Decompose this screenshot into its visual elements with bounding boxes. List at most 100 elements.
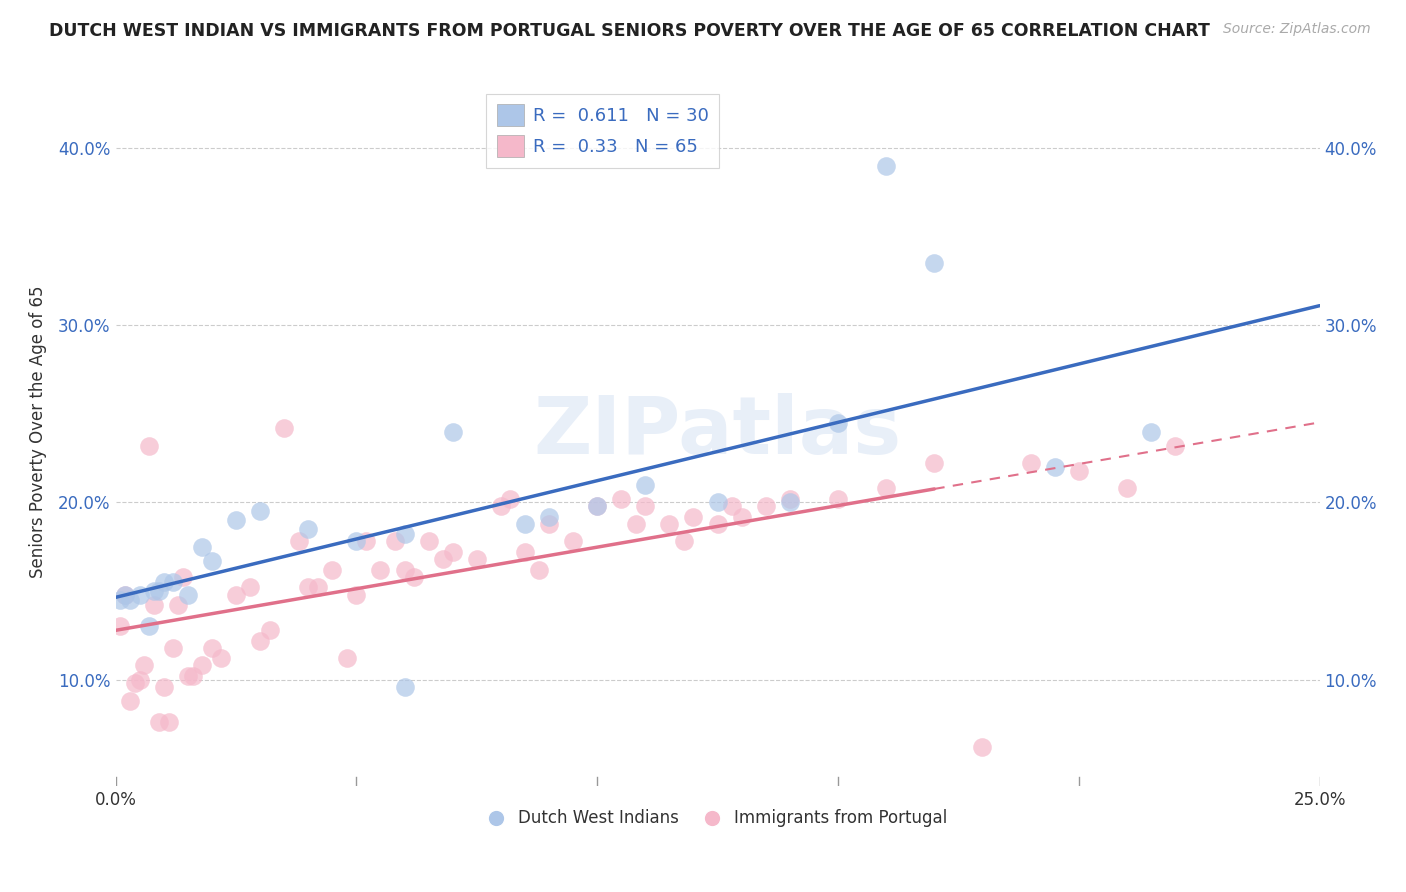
- Point: [321, 563, 343, 577]
- Point: [225, 513, 247, 527]
- Point: [201, 554, 224, 568]
- Point: [128, 588, 150, 602]
- Point: [148, 714, 170, 729]
- Point: [562, 534, 585, 549]
- Point: [465, 552, 488, 566]
- Point: [354, 534, 377, 549]
- Y-axis label: Seniors Poverty Over the Age of 65: Seniors Poverty Over the Age of 65: [30, 285, 46, 578]
- Point: [1019, 457, 1042, 471]
- Point: [672, 534, 695, 549]
- Point: [297, 522, 319, 536]
- Point: [432, 552, 454, 566]
- Point: [128, 673, 150, 687]
- Point: [513, 545, 536, 559]
- Point: [110, 592, 132, 607]
- Point: [172, 570, 194, 584]
- Point: [201, 640, 224, 655]
- Point: [922, 457, 945, 471]
- Point: [191, 540, 214, 554]
- Point: [513, 516, 536, 531]
- Point: [537, 509, 560, 524]
- Point: [827, 416, 849, 430]
- Point: [211, 651, 233, 665]
- Point: [1043, 460, 1066, 475]
- Point: [239, 581, 262, 595]
- Point: [118, 592, 141, 607]
- Point: [610, 491, 633, 506]
- Point: [114, 588, 136, 602]
- Point: [287, 534, 309, 549]
- Point: [138, 439, 160, 453]
- Point: [138, 619, 160, 633]
- Point: [404, 570, 426, 584]
- Point: [489, 499, 512, 513]
- Point: [157, 714, 180, 729]
- Point: [537, 516, 560, 531]
- Point: [114, 588, 136, 602]
- Point: [441, 425, 464, 439]
- Point: [875, 481, 897, 495]
- Point: [1067, 464, 1090, 478]
- Point: [152, 575, 174, 590]
- Point: [721, 499, 744, 513]
- Point: [706, 516, 728, 531]
- Point: [336, 651, 359, 665]
- Point: [1116, 481, 1139, 495]
- Point: [162, 640, 184, 655]
- Point: [586, 499, 609, 513]
- Point: [624, 516, 647, 531]
- Point: [344, 588, 367, 602]
- Point: [827, 491, 849, 506]
- Point: [307, 581, 329, 595]
- Point: [418, 534, 440, 549]
- Point: [124, 676, 146, 690]
- Point: [110, 619, 132, 633]
- Point: [162, 575, 184, 590]
- Point: [225, 588, 247, 602]
- Point: [529, 563, 551, 577]
- Point: [730, 509, 752, 524]
- Point: [191, 658, 214, 673]
- Point: [143, 584, 166, 599]
- Point: [634, 477, 657, 491]
- Point: [148, 584, 170, 599]
- Point: [1164, 439, 1187, 453]
- Point: [586, 499, 609, 513]
- Point: [394, 527, 416, 541]
- Point: [394, 563, 416, 577]
- Point: [181, 669, 204, 683]
- Point: [441, 545, 464, 559]
- Point: [384, 534, 406, 549]
- Text: ZIPatlas: ZIPatlas: [533, 392, 901, 471]
- Point: [177, 588, 200, 602]
- Point: [658, 516, 681, 531]
- Point: [259, 623, 281, 637]
- Point: [152, 680, 174, 694]
- Point: [167, 598, 190, 612]
- Point: [177, 669, 200, 683]
- Point: [634, 499, 657, 513]
- Point: [134, 658, 156, 673]
- Point: [779, 491, 801, 506]
- Point: [249, 633, 271, 648]
- Text: Source: ZipAtlas.com: Source: ZipAtlas.com: [1223, 22, 1371, 37]
- Point: [972, 739, 994, 754]
- Text: DUTCH WEST INDIAN VS IMMIGRANTS FROM PORTUGAL SENIORS POVERTY OVER THE AGE OF 65: DUTCH WEST INDIAN VS IMMIGRANTS FROM POR…: [49, 22, 1211, 40]
- Point: [779, 495, 801, 509]
- Point: [394, 680, 416, 694]
- Point: [499, 491, 522, 506]
- Point: [118, 694, 141, 708]
- Point: [297, 581, 319, 595]
- Legend: Dutch West Indians, Immigrants from Portugal: Dutch West Indians, Immigrants from Port…: [481, 803, 953, 834]
- Point: [875, 159, 897, 173]
- Point: [922, 256, 945, 270]
- Point: [755, 499, 778, 513]
- Point: [273, 421, 295, 435]
- Point: [143, 598, 166, 612]
- Point: [249, 504, 271, 518]
- Point: [1140, 425, 1163, 439]
- Point: [682, 509, 704, 524]
- Point: [344, 534, 367, 549]
- Point: [706, 495, 728, 509]
- Point: [370, 563, 392, 577]
